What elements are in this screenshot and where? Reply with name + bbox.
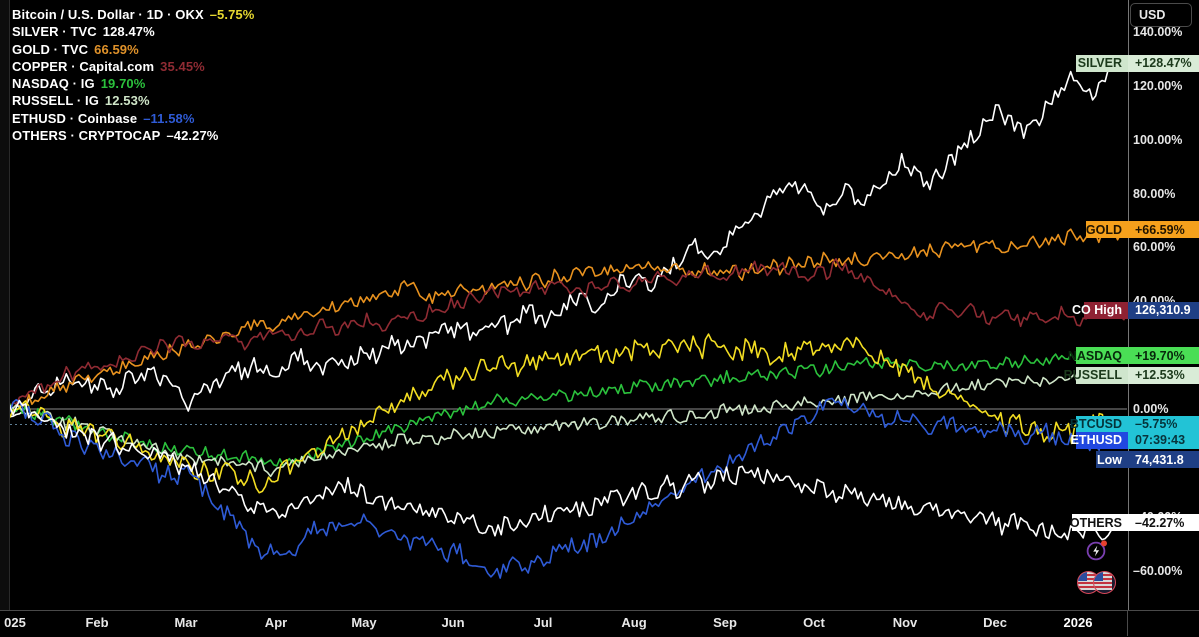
price-tag-value: +128.47%	[1128, 54, 1199, 72]
currency-button[interactable]: USD	[1130, 3, 1192, 27]
legend-symbol: NASDAQ · IG	[12, 76, 95, 92]
legend-row[interactable]: GOLD · TVC 66.59%	[12, 41, 254, 58]
legend-symbol: RUSSELL · IG	[12, 93, 99, 109]
legend-value: –5.75%	[209, 7, 255, 22]
price-tag[interactable]: SILVER +128.47%	[1076, 54, 1199, 72]
price-axis-tick: 120.00%	[1133, 78, 1183, 93]
price-axis-tick: 0.00%	[1133, 402, 1169, 416]
price-tag-name: GOLD	[1086, 221, 1128, 239]
price-tag-value: +12.53%	[1128, 366, 1199, 384]
alert-lightning-icon[interactable]	[1085, 538, 1109, 567]
legend-symbol: SILVER · TVC	[12, 24, 97, 40]
time-axis-tick: Jul	[533, 615, 553, 630]
series-line-btcusd[interactable]	[10, 333, 1127, 494]
price-tag-name: CO High	[1072, 301, 1128, 319]
series-line-russell[interactable]	[10, 369, 1127, 478]
time-axis-tick: Jun	[441, 615, 465, 630]
price-tag-value: 07:39:43	[1128, 431, 1199, 449]
legend-row[interactable]: OTHERS · CRYPTOCAP –42.27%	[12, 127, 254, 144]
price-tag-value: 74,431.8	[1128, 451, 1199, 469]
legend-value: 128.47%	[102, 24, 155, 40]
price-tag[interactable]: OTHERS –42.27%	[1070, 514, 1199, 532]
legend: Bitcoin / U.S. Dollar · 1D · OKX –5.75% SI…	[12, 6, 254, 144]
legend-value: 12.53%	[104, 93, 150, 109]
legend-symbol: Bitcoin / U.S. Dollar · 1D · OKX	[12, 7, 204, 22]
time-axis-tick: May	[351, 615, 377, 630]
price-tag[interactable]: NASDAQ +19.70%	[1068, 347, 1199, 365]
price-tag[interactable]: CO High 126,310.9	[1072, 301, 1199, 319]
legend-row[interactable]: RUSSELL · IG 12.53%	[12, 92, 254, 109]
legend-value: –11.58%	[143, 110, 195, 126]
series-line-copper[interactable]	[10, 258, 1127, 409]
series-line-silver[interactable]	[10, 56, 1127, 418]
price-tag-value: –42.27%	[1128, 514, 1199, 532]
legend-row[interactable]: Bitcoin / U.S. Dollar · 1D · OKX –5.75%	[12, 6, 254, 23]
chart-svg	[10, 56, 1127, 579]
price-tag-value: +19.70%	[1128, 347, 1199, 365]
time-axis-tick: Dec	[983, 615, 1007, 630]
price-tag-value: 126,310.9	[1128, 301, 1199, 319]
legend-symbol: GOLD · TVC	[12, 41, 89, 57]
legend-value: –42.27%	[166, 128, 219, 144]
legend-value: 19.70%	[100, 76, 146, 92]
left-gutter	[0, 0, 10, 610]
time-axis-tick: Sep	[713, 615, 737, 630]
price-tag[interactable]: GOLD +66.59%	[1086, 221, 1199, 239]
floating-icons	[1077, 538, 1116, 594]
time-axis-tick: Oct	[803, 615, 825, 630]
series-line-ethusd[interactable]	[10, 397, 1127, 579]
legend-symbol: OTHERS · CRYPTOCAP	[12, 128, 161, 144]
price-tag-name: NASDAQ	[1068, 347, 1128, 365]
price-tag-name: RUSSELL	[1064, 366, 1128, 384]
price-tag-name: Low	[1096, 451, 1128, 469]
series-line-others[interactable]	[10, 399, 1127, 541]
price-tag-value: –5.75%	[1128, 415, 1199, 433]
legend-row[interactable]: NASDAQ · IG 19.70%	[12, 75, 254, 92]
legend-value: 35.45%	[160, 58, 205, 74]
price-tag[interactable]: BTCUSD –5.75%	[1070, 415, 1199, 433]
axis-separator	[1127, 610, 1128, 636]
time-axis-tick: 025	[4, 615, 26, 630]
legend-value: 66.59%	[94, 41, 139, 57]
time-axis[interactable]: 025 Feb Mar Apr May Jun Jul Aug Sep Oct Nov Dec 2026	[0, 610, 1199, 637]
price-tag-name: SILVER	[1076, 54, 1128, 72]
price-tag-name: BTCUSD	[1070, 415, 1128, 433]
time-axis-tick: Mar	[174, 615, 198, 630]
price-axis-tick: 80.00%	[1133, 186, 1176, 201]
time-axis-tick: Aug	[621, 615, 647, 630]
price-tag[interactable]: RUSSELL +12.53%	[1064, 366, 1199, 384]
chart-plot-area[interactable]	[10, 0, 1127, 610]
price-tag[interactable]: Low 74,431.8	[1096, 451, 1199, 469]
legend-row[interactable]: COPPER · Capital.com 35.45%	[12, 58, 254, 75]
price-tag-name: ETHUSD	[1071, 431, 1128, 449]
legend-symbol: COPPER · Capital.com	[12, 58, 155, 74]
price-axis-tick: 100.00%	[1133, 132, 1183, 147]
price-tag-name: OTHERS	[1070, 514, 1128, 532]
legend-symbol: ETHUSD · Coinbase	[12, 110, 138, 126]
legend-row[interactable]: ETHUSD · Coinbase –11.58%	[12, 110, 254, 127]
series-line-gold[interactable]	[10, 228, 1127, 412]
series-line-nasdaq[interactable]	[10, 350, 1127, 467]
time-axis-tick: 2026	[1063, 615, 1093, 630]
us-flag-pair-icon[interactable]	[1077, 571, 1116, 594]
price-tag[interactable]: ETHUSD 07:39:43	[1071, 431, 1199, 449]
legend-row[interactable]: SILVER · TVC 128.47%	[12, 23, 254, 40]
price-axis-tick: 140.00%	[1133, 25, 1183, 39]
time-axis-tick: Apr	[264, 615, 288, 630]
time-axis-tick: Feb	[85, 615, 109, 630]
price-axis-tick: –60.00%	[1133, 563, 1183, 578]
price-axis-tick: 60.00%	[1133, 240, 1176, 255]
price-tag-value: +66.59%	[1128, 221, 1199, 239]
time-axis-tick: Nov	[892, 615, 918, 630]
